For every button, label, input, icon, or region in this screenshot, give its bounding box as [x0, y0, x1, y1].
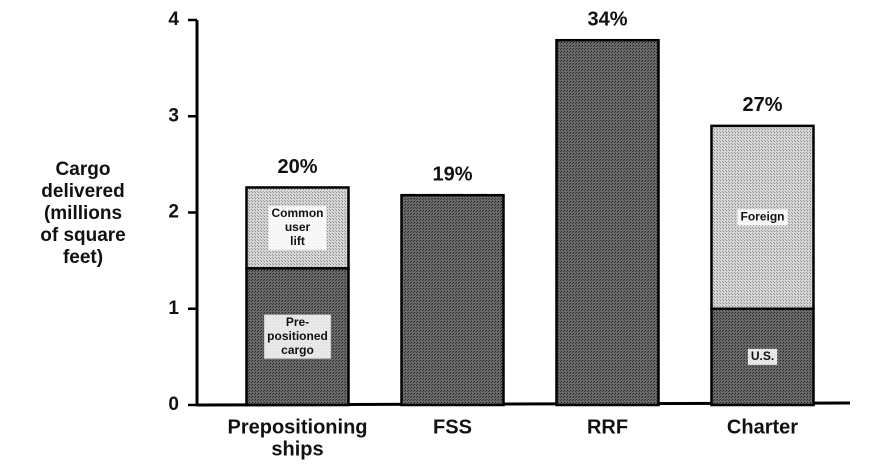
bar-label: 20% — [277, 156, 317, 178]
segment-label: positioned — [267, 329, 328, 343]
y-tick-label: 1 — [168, 298, 179, 319]
segment-label: Common — [272, 206, 324, 220]
bar-segment — [555, 38, 660, 407]
x-tick-label: Prepositioning — [228, 416, 368, 438]
bar-label: 19% — [432, 163, 472, 185]
y-tick-label: 2 — [168, 202, 179, 223]
segment-label-bg — [264, 314, 331, 359]
segment-label: Pre- — [286, 315, 309, 329]
segment-label: lift — [290, 234, 305, 248]
segment-label-bg — [747, 348, 778, 365]
segment-label-bg — [268, 205, 327, 250]
y-axis-label: of square — [40, 225, 126, 246]
bar-label: 27% — [742, 94, 782, 116]
y-tick-label: 3 — [168, 105, 179, 126]
x-tick-label: ships — [271, 438, 323, 460]
y-axis-label: delivered — [41, 181, 124, 202]
y-tick-label: 0 — [168, 394, 179, 415]
bar-label: 34% — [587, 8, 627, 30]
x-tick-label: RRF — [587, 416, 628, 438]
x-tick-label: Charter — [727, 416, 798, 438]
segment-label: user — [285, 220, 311, 234]
bar-segment — [400, 193, 505, 407]
y-axis-label: feet) — [63, 247, 103, 268]
y-axis-label: Cargo — [56, 159, 111, 180]
segment-label-bg — [737, 209, 788, 226]
y-axis-label: (millions — [44, 203, 122, 224]
segment-label: U.S. — [751, 349, 774, 363]
x-tick-label: FSS — [433, 416, 472, 438]
segment-label: cargo — [281, 343, 314, 357]
segment-label: Foreign — [741, 209, 785, 223]
y-tick-label: 4 — [168, 9, 179, 30]
